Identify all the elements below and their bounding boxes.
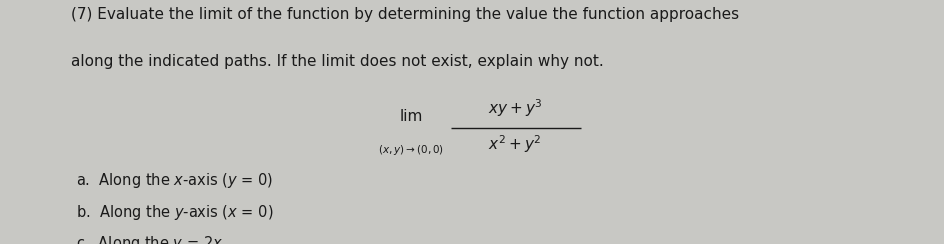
Text: $(x,y)\to(0,0)$: $(x,y)\to(0,0)$ [378, 143, 444, 157]
Text: $x^2 + y^2$: $x^2 + y^2$ [488, 133, 541, 155]
Text: (7) Evaluate the limit of the function by determining the value the function app: (7) Evaluate the limit of the function b… [71, 7, 738, 22]
Text: c.  Along the $y$ = 2$x$: c. Along the $y$ = 2$x$ [76, 234, 223, 244]
Text: b.  Along the $y$-axis ($x$ = 0): b. Along the $y$-axis ($x$ = 0) [76, 203, 273, 222]
Text: along the indicated paths. If the limit does not exist, explain why not.: along the indicated paths. If the limit … [71, 54, 603, 69]
Text: lim: lim [399, 109, 422, 123]
Text: $xy + y^3$: $xy + y^3$ [487, 98, 542, 119]
Text: a.  Along the $x$-axis ($y$ = 0): a. Along the $x$-axis ($y$ = 0) [76, 171, 273, 190]
